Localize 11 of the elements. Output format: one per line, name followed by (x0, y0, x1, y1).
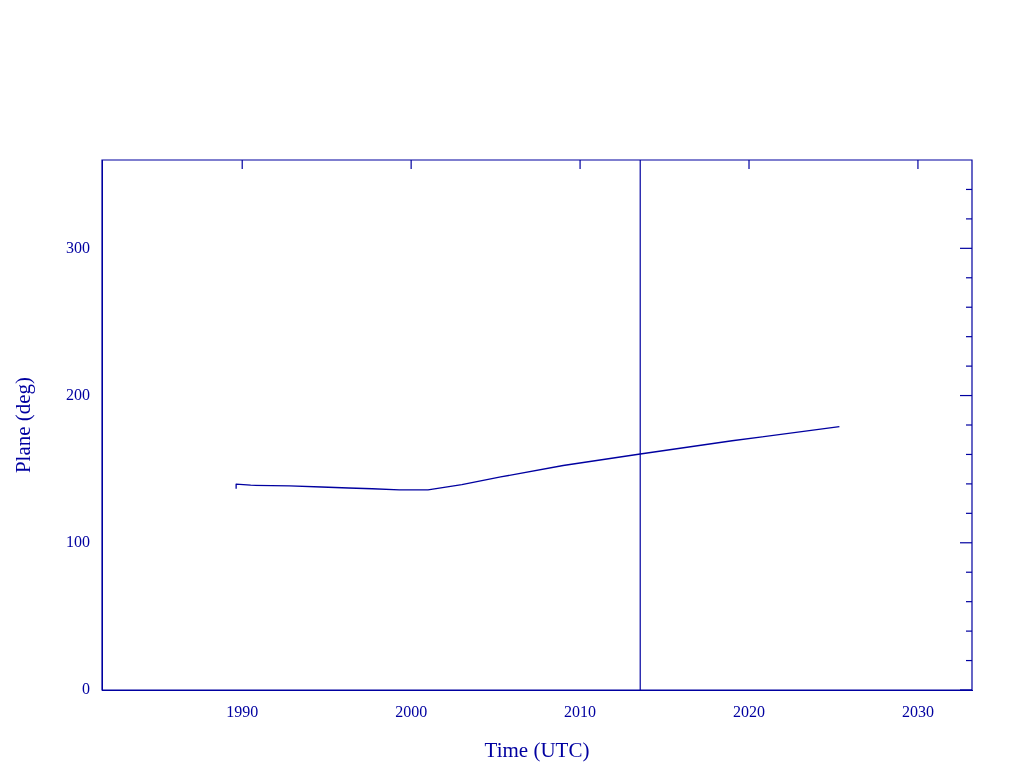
x-tick-label: 2020 (733, 702, 766, 720)
x-tick-label: 2030 (901, 702, 934, 720)
y-axis-title: Plane (deg) (11, 376, 36, 474)
y-tick-label: 300 (66, 238, 90, 256)
x-tick-label: 2010 (564, 702, 597, 720)
x-tick-label: 2000 (395, 702, 428, 720)
x-axis-title: Time (UTC) (484, 737, 590, 762)
y-tick-label: 200 (66, 385, 90, 403)
x-tick-label: 1990 (226, 702, 259, 720)
y-tick-label: 100 (66, 532, 90, 550)
y-tick-label: 0 (82, 680, 90, 698)
